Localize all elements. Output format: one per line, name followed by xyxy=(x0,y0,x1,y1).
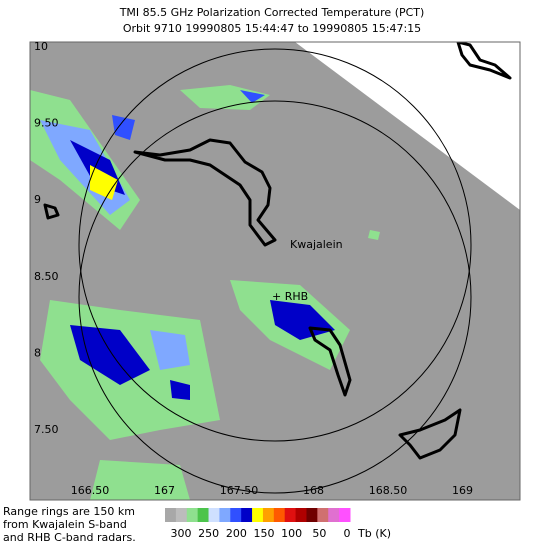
colorbar-label: 50 xyxy=(312,527,326,540)
colorbar-label: 250 xyxy=(198,527,219,540)
lon-label: 168 xyxy=(303,484,324,497)
colorbar-swatch xyxy=(186,508,199,522)
colorbar-swatch xyxy=(197,508,210,522)
colorbar-swatch xyxy=(328,508,340,522)
colorbar-swatch xyxy=(284,508,297,522)
lon-label: 167 xyxy=(154,484,175,497)
colorbar-swatch xyxy=(306,508,318,522)
lat-label: 8 xyxy=(34,346,41,359)
colorbar-label: 150 xyxy=(254,527,275,540)
subtitle: Orbit 9710 19990805 15:44:47 to 19990805… xyxy=(123,22,421,35)
lat-label: 9 xyxy=(34,193,41,206)
place-label: + RHB xyxy=(272,290,308,303)
range-ring xyxy=(78,100,472,494)
colorbar-swatch xyxy=(230,508,242,522)
colorbar-swatch xyxy=(273,508,286,522)
colorbar-label: 0 xyxy=(344,527,351,540)
islands xyxy=(43,42,512,460)
map xyxy=(30,42,520,500)
colorbar-swatch xyxy=(339,508,351,522)
note: Range rings are 150 km xyxy=(3,505,135,518)
colorbar-swatch xyxy=(208,508,220,522)
note: from Kwajalein S-band xyxy=(3,518,127,531)
colorbar-label: 100 xyxy=(281,527,302,540)
colorbar-swatch xyxy=(295,508,307,522)
lat-label: 7.50 xyxy=(34,423,59,436)
title: TMI 85.5 GHz Polarization Corrected Temp… xyxy=(119,6,425,19)
lat-label: 10 xyxy=(34,40,48,53)
colorbar-swatch xyxy=(175,508,188,522)
note: and RHB C-band radars. xyxy=(3,531,136,544)
colorbar-swatch xyxy=(219,508,231,522)
colorbar-label: 300 xyxy=(171,527,192,540)
lon-label: 166.50 xyxy=(71,484,110,497)
lon-label: 168.50 xyxy=(369,484,408,497)
range-ring xyxy=(78,48,472,442)
colorbar-swatch xyxy=(317,508,329,522)
lat-label: 9.50 xyxy=(34,117,59,130)
colorbar-unit: Tb (K) xyxy=(357,527,391,540)
lon-label: 169 xyxy=(452,484,473,497)
lat-label: 8.50 xyxy=(34,270,59,283)
no-data-area xyxy=(295,42,520,210)
place-label: Kwajalein xyxy=(290,238,343,251)
colorbar-swatch xyxy=(252,508,264,522)
map-frame xyxy=(29,41,521,501)
colorbar-swatch xyxy=(165,508,177,522)
colorbar-swatch xyxy=(241,508,253,522)
colorbar-swatch xyxy=(262,508,275,522)
lon-label: 167.50 xyxy=(220,484,259,497)
colorbar-label: 200 xyxy=(226,527,247,540)
